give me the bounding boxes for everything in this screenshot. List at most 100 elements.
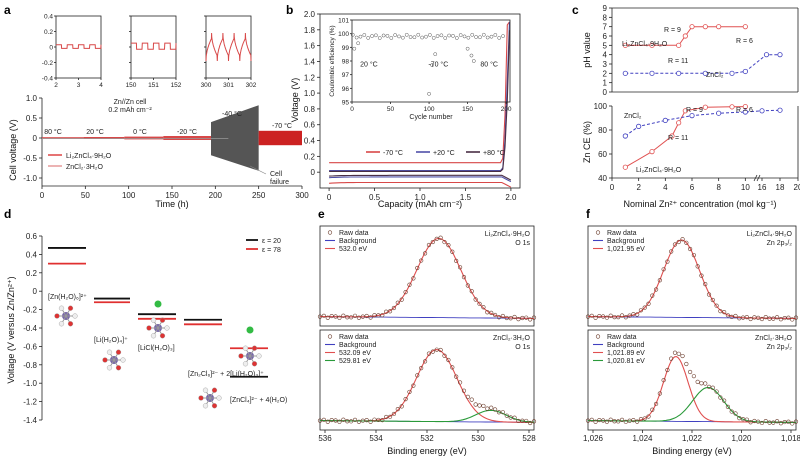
inset-voltage-trace	[205, 32, 252, 62]
ce-point	[458, 33, 463, 37]
y-tick-label: 60	[598, 150, 607, 159]
legend-label: ε = 78	[262, 247, 281, 254]
series-point	[702, 24, 708, 30]
series-line	[625, 109, 781, 137]
x-tick-label: 150	[165, 191, 179, 200]
ratio-label: R = 6	[736, 107, 753, 114]
y-tick-label: 0.8	[304, 105, 316, 114]
legend-swatch	[595, 230, 601, 235]
y-tick-label: 8	[603, 13, 608, 22]
raw-data-point	[446, 357, 451, 363]
y-tick-label: 3	[603, 60, 608, 69]
series-point	[676, 70, 682, 76]
temperature-label: 80 °C	[44, 128, 62, 136]
ce-point	[439, 33, 444, 38]
raw-data-point	[623, 315, 628, 320]
raw-data-point	[601, 314, 606, 319]
voltage-band-segment	[163, 136, 211, 140]
raw-data-point	[516, 418, 521, 424]
inset-voltage-trace	[56, 44, 102, 49]
raw-data-point	[790, 317, 795, 322]
ligand-atom	[211, 403, 218, 409]
temperature-label: -70 °C	[272, 122, 292, 130]
discharge-curve	[329, 181, 512, 188]
ce-point	[501, 34, 505, 38]
series-point	[682, 108, 688, 114]
ce-point	[433, 52, 438, 57]
ligand-atom	[67, 321, 74, 327]
x-tick-label: 100	[122, 191, 136, 200]
y-tick-label: -0.2	[23, 306, 37, 315]
ce-point	[424, 34, 428, 39]
ligand-atom	[102, 357, 108, 363]
inset-x-tick-label: 151	[148, 82, 159, 89]
series-line	[625, 54, 780, 74]
fit-peak	[588, 239, 796, 319]
y-tick-label: 1.6	[304, 42, 316, 51]
raw-data-point	[646, 301, 651, 306]
raw-data-point	[356, 315, 362, 320]
raw-data-point	[360, 418, 365, 423]
ce-point	[412, 35, 417, 40]
raw-data-point	[714, 389, 719, 394]
ligand-atom	[150, 333, 157, 339]
y-tick-label: -0.5	[23, 154, 37, 163]
ce-point	[381, 33, 386, 38]
raw-data-point	[489, 405, 494, 410]
legend-label: ε = 20	[262, 238, 281, 245]
cell-info-label: 0.2 mAh cm⁻²	[108, 107, 152, 114]
ce-point	[350, 32, 355, 37]
legend-label: -70 °C	[383, 149, 403, 157]
ligand-atom	[238, 353, 244, 359]
y-tick-label: 0.5	[26, 114, 38, 123]
raw-data-point	[461, 388, 467, 393]
charge-curve	[329, 21, 510, 164]
series-line	[625, 106, 746, 168]
raw-data-point	[399, 404, 404, 409]
ligand-atom	[120, 357, 126, 363]
raw-data-point	[676, 239, 681, 245]
raw-data-point	[593, 419, 598, 424]
raw-data-point	[356, 419, 362, 424]
raw-data-point	[623, 419, 628, 424]
raw-data-point	[492, 407, 498, 412]
x-tick-label: 10	[741, 183, 750, 192]
ce-point	[431, 36, 436, 40]
ce-point	[374, 33, 378, 38]
raw-data-point	[703, 282, 708, 287]
ce-point	[393, 33, 398, 37]
chloride-atom	[154, 300, 162, 308]
raw-data-point	[329, 313, 334, 319]
sample-label: Li₂ZnCl₄·9H₂O	[747, 231, 793, 238]
raw-data-point	[752, 418, 757, 424]
raw-data-point	[454, 374, 459, 379]
x-tick-label: 530	[471, 434, 485, 443]
x-tick-label: 1,020	[731, 434, 752, 443]
x-tick-label: 300	[295, 191, 309, 200]
raw-data-point	[477, 403, 482, 408]
raw-data-point	[485, 310, 490, 315]
x-tick-label: 534	[369, 434, 383, 443]
raw-data-point	[407, 282, 412, 287]
inset-x-tick-label: 301	[223, 82, 234, 89]
raw-data-point	[352, 417, 358, 422]
raw-data-point	[748, 316, 753, 322]
inset-series-label: 80 °C	[480, 60, 498, 68]
raw-data-point	[759, 420, 765, 426]
x-tick-label: 250	[252, 191, 266, 200]
inset-voltage-trace	[131, 42, 177, 50]
inset-x-tick-label: 2	[54, 82, 58, 89]
ce-point	[493, 33, 498, 37]
ce-point	[377, 36, 382, 40]
ce-point	[358, 34, 363, 39]
y-axis-label: Zn CE (%)	[582, 121, 592, 163]
raw-data-point	[317, 418, 323, 423]
raw-data-point	[627, 313, 632, 318]
raw-data-point	[508, 316, 513, 321]
raw-data-point	[585, 418, 591, 423]
y-tick-label: 0	[603, 88, 608, 97]
raw-data-point	[438, 347, 443, 353]
inset-x-tick-label: 0	[350, 106, 354, 113]
ce-point	[430, 63, 435, 67]
